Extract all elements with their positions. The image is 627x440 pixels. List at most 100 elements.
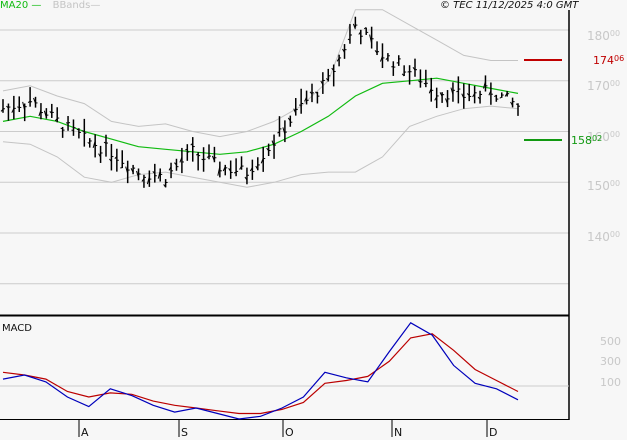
ohlc-open-tick [195,153,199,156]
ohlc-open-tick [206,155,210,158]
ohlc-open-tick [342,48,345,53]
price-axis-label: 17000 [587,79,621,93]
ohlc-open-tick [418,80,421,83]
ohlc-open-tick [369,34,373,44]
ohlc-open-tick [201,158,204,161]
ohlc-open-tick [315,91,318,94]
ohlc-open-tick [320,80,324,85]
month-label: A [81,426,89,439]
ohlc-open-tick [152,171,156,174]
month-label: N [394,426,403,439]
ohlc-open-tick [76,128,80,131]
ohlc-open-tick [114,156,118,159]
ohlc-open-tick [428,87,432,94]
macd-axis-label: 300 [600,355,621,368]
bband-upper-line [2,9,518,138]
ohlc-open-tick [325,78,329,81]
ohlc-open-tick [136,170,140,178]
ohlc-open-tick [363,26,367,30]
ohlc-open-tick [17,106,20,109]
ohlc-open-tick [494,94,497,98]
ohlc-open-tick [277,131,280,134]
ohlc-open-tick [82,130,85,133]
ohlc-open-tick [38,109,42,117]
ohlc-open-tick [472,93,476,98]
ohlc-open-tick [352,23,356,30]
ohlc-open-tick [380,55,383,62]
ohlc-open-tick [456,90,459,93]
month-label: S [181,426,188,439]
ohlc-open-tick [6,105,9,109]
macd-title: MACD [2,323,32,334]
ohlc-open-tick [185,148,188,151]
legend-ma20: MA20 — [0,0,42,11]
ohlc-open-tick [125,166,129,174]
ohlc-open-tick [499,96,502,99]
month-label: D [489,426,498,439]
ohlc-open-tick [244,176,248,181]
ohlc-open-tick [22,101,26,111]
ohlc-open-tick [260,158,264,164]
ohlc-open-tick [266,147,270,151]
ohlc-open-tick [293,108,297,114]
ohlc-open-tick [92,140,96,149]
ohlc-open-tick [488,90,492,96]
ohlc-open-tick [482,81,486,89]
macd-axis-label: 500 [600,335,621,348]
ohlc-open-tick [309,91,313,95]
month-label: O [285,426,294,439]
ohlc-open-tick [423,82,427,85]
ohlc-open-tick [43,110,47,118]
ohlc-open-tick [49,111,53,114]
ohlc-open-tick [477,96,481,100]
ohlc-open-tick [33,97,36,104]
ohlc-open-tick [65,122,69,124]
ohlc-open-tick [222,166,226,172]
ohlc-open-tick [141,178,145,182]
ohlc-open-tick [358,31,362,35]
ohlc-open-tick [228,168,232,172]
ohlc-open-tick [385,57,389,60]
price-axis-label: 15000 [587,179,621,193]
ohlc-open-tick [504,92,508,97]
chart-legend: MA20 — BBands— [0,0,100,12]
macd-signal-line [2,333,519,415]
ohlc-open-tick [217,166,221,176]
ohlc-open-tick [249,167,253,172]
ohlc-open-tick [190,142,194,146]
ohlc-open-tick [130,168,134,173]
ohlc-open-tick [233,171,237,174]
ohlc-open-tick [103,141,107,144]
legend-bbands: BBands— [52,0,101,11]
ohlc-open-tick [163,184,167,188]
ohlc-open-tick [87,141,91,145]
ohlc-open-tick [434,96,438,101]
ohlc-open-tick [287,117,291,122]
macd-line [2,322,519,420]
ohlc-open-tick [27,100,31,103]
bband-lower-line [2,105,519,188]
support-price-label: 15802 [571,134,603,147]
ohlc-open-tick [347,38,351,41]
ohlc-open-tick [239,165,242,170]
ohlc-open-tick [98,153,102,158]
macd-axis-label: 100 [600,376,621,389]
ohlc-open-tick [439,92,443,97]
ohlc-open-tick [396,62,399,64]
ohlc-open-tick [109,158,112,162]
ohlc-open-tick [450,87,454,95]
ohlc-open-tick [407,71,410,73]
ohlc-open-tick [0,109,4,112]
ohlc-open-tick [401,73,405,77]
ohlc-open-tick [445,98,448,104]
ohlc-open-tick [331,67,335,71]
price-axis-label: 14000 [587,230,621,244]
ohlc-open-tick [157,170,161,179]
resistance-price-label: 17406 [593,54,625,67]
ohlc-open-tick [336,57,340,62]
ohlc-open-tick [466,93,470,97]
ohlc-open-tick [174,162,177,166]
ohlc-open-tick [271,140,275,147]
ohlc-open-tick [304,96,308,102]
